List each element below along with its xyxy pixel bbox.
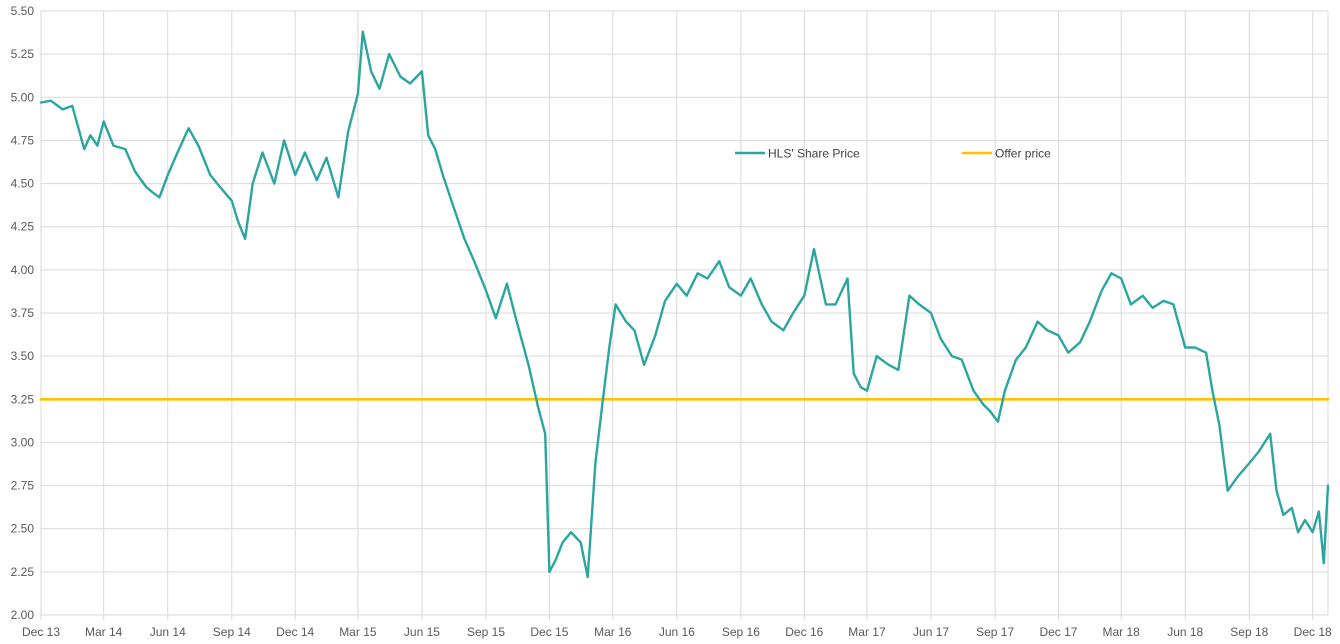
x-tick-label: Jun 14 [150, 625, 186, 639]
legend-label-share-price: HLS' Share Price [768, 147, 860, 161]
y-tick-label: 4.25 [11, 220, 35, 234]
y-tick-label: 2.50 [11, 522, 35, 536]
x-tick-label: Dec 18 [1294, 625, 1332, 639]
y-axis: 2.00 2.25 2.50 2.75 3.00 3.25 3.50 3.75 4.00 4.25… [11, 4, 35, 622]
series-layer [39, 30, 1330, 579]
x-tick-label: Sep 15 [467, 625, 505, 639]
y-tick-label: 5.50 [11, 4, 35, 18]
share-price-line [39, 30, 1330, 579]
x-tick-label: Sep 17 [976, 625, 1014, 639]
x-tick-label: Mar 15 [339, 625, 377, 639]
y-tick-label: 3.75 [11, 306, 35, 320]
x-tick-label: Mar 18 [1102, 625, 1140, 639]
x-tick-label: Jun 17 [913, 625, 949, 639]
x-tick-label: Sep 14 [213, 625, 251, 639]
x-tick-label: Jun 16 [659, 625, 695, 639]
x-tick-label: Mar 16 [594, 625, 632, 639]
y-tick-label: 2.25 [11, 565, 35, 579]
x-tick-label: Sep 18 [1230, 625, 1268, 639]
x-tick-label: Mar 17 [848, 625, 886, 639]
y-tick-label: 4.75 [11, 133, 35, 147]
x-tick-label: Jun 15 [404, 625, 440, 639]
x-tick-label: Dec 17 [1039, 625, 1077, 639]
y-tick-label: 4.00 [11, 263, 35, 277]
x-tick-label: Mar 14 [85, 625, 123, 639]
y-tick-label: 3.00 [11, 435, 35, 449]
legend-item-offer-price: Offer price [962, 147, 1051, 161]
y-tick-label: 3.25 [11, 392, 35, 406]
x-tick-label: Dec 13 [22, 625, 60, 639]
x-tick-label: Dec 14 [276, 625, 314, 639]
legend-item-share-price: HLS' Share Price [735, 147, 860, 161]
x-tick-label: Dec 16 [785, 625, 823, 639]
x-axis: Dec 13 Mar 14 Jun 14 Sep 14 Dec 14 Mar 15 Jun … [22, 625, 1332, 639]
x-tick-label: Sep 16 [722, 625, 760, 639]
x-tick-label: Jun 18 [1167, 625, 1203, 639]
grid-lines [40, 10, 1329, 620]
y-tick-label: 4.50 [11, 177, 35, 191]
legend: HLS' Share Price Offer price [735, 147, 1051, 161]
y-tick-label: 2.00 [11, 608, 35, 622]
legend-label-offer-price: Offer price [995, 147, 1051, 161]
y-tick-label: 5.25 [11, 47, 35, 61]
y-tick-label: 5.00 [11, 90, 35, 104]
y-tick-label: 3.50 [11, 349, 35, 363]
y-tick-label: 2.75 [11, 479, 35, 493]
x-tick-label: Dec 15 [530, 625, 568, 639]
